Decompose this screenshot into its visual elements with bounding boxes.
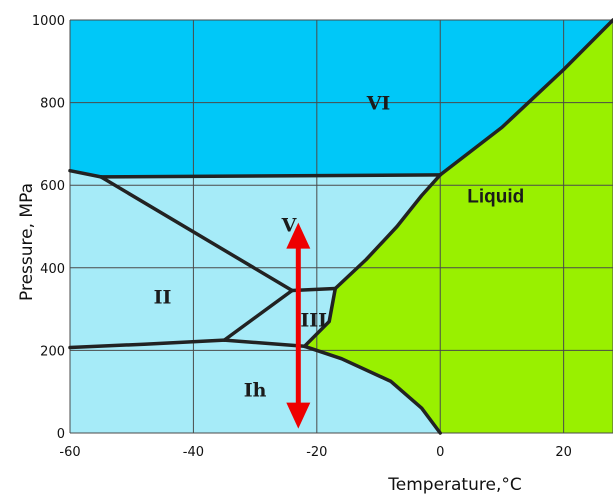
region-label-liquid: Liquid	[467, 187, 524, 208]
arrow-head-down	[286, 402, 311, 429]
y-axis-label: Pressure, MPa	[17, 183, 37, 301]
grid-lines	[69, 19, 613, 434]
boundary-liquid-iii	[302, 286, 338, 349]
phase-boundaries	[68, 18, 613, 435]
liquid-region	[304, 20, 613, 433]
x-tick-label: -40	[183, 445, 204, 460]
boundary-liquid-ih	[302, 344, 442, 435]
region-label-ii: II	[154, 287, 172, 309]
x-tick-label: 0	[436, 445, 444, 460]
boundary-iii-ih	[222, 338, 307, 349]
boundary-liquid-vi	[438, 18, 613, 177]
y-tick-label: 400	[40, 262, 65, 277]
y-tick-label: 200	[40, 344, 65, 359]
region-label-vi: VI	[366, 93, 391, 115]
y-tick-label: 800	[40, 97, 65, 112]
arrow-head-up	[286, 222, 311, 249]
y-tick-label: 0	[57, 427, 65, 442]
boundary-ii-v	[99, 175, 294, 293]
x-tick-label: -60	[59, 445, 80, 460]
phase-regions	[70, 20, 613, 433]
boundary-ii-iii	[222, 288, 294, 342]
boundary-vi-v	[99, 173, 442, 179]
boundary-liquid-v	[333, 173, 442, 291]
region-label-v: V	[281, 214, 298, 236]
x-tick-label: 20	[555, 445, 572, 460]
y-tick-label: 1000	[32, 14, 65, 29]
region-label-iii: III	[300, 309, 327, 331]
pressure-arrow	[286, 222, 311, 429]
x-tick-label: -20	[306, 445, 327, 460]
boundary-ii-ih	[68, 338, 227, 350]
x-axis-label: Temperature,°C	[387, 475, 521, 495]
region-label-ih: Ih	[244, 380, 267, 402]
y-tick-label: 600	[40, 179, 65, 194]
ice-vi-region	[70, 20, 613, 177]
boundary-upper-left-edge	[68, 168, 103, 179]
